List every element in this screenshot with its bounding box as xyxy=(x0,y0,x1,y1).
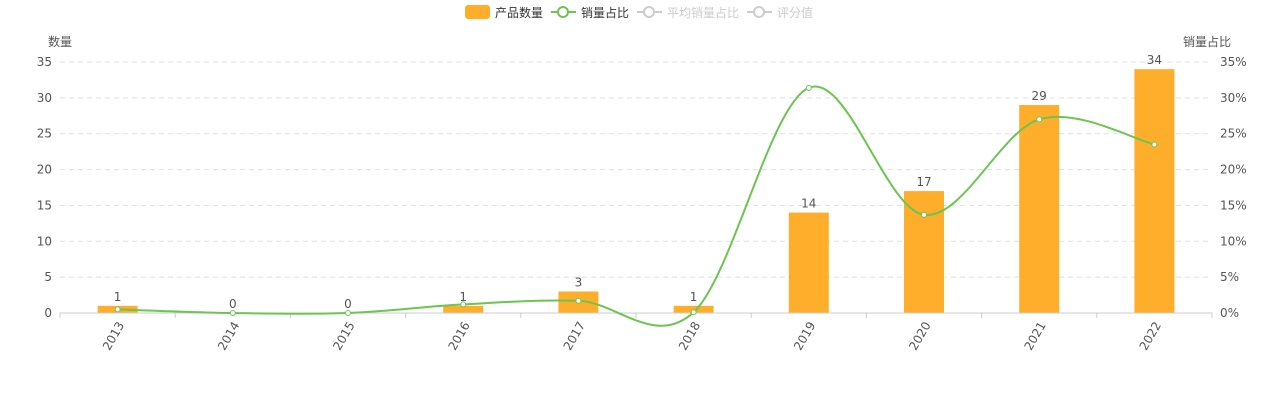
bar-data-label: 14 xyxy=(801,197,816,211)
legend-label: 平均销量占比 xyxy=(667,5,740,20)
y-left-axis-title: 数量 xyxy=(48,34,72,49)
legend-item-sales-share[interactable]: 销量占比 xyxy=(550,4,629,21)
grid-lines xyxy=(60,61,1212,278)
y-right-tick-label: 35% xyxy=(1220,55,1247,69)
y-right-tick-label: 0% xyxy=(1220,306,1239,320)
y-left-tick-label: 30 xyxy=(37,91,52,105)
line-swatch-icon xyxy=(637,5,662,19)
y-right-tick-label: 25% xyxy=(1220,127,1247,141)
y-left-tick-label: 25 xyxy=(37,127,52,141)
bar-series xyxy=(97,69,1175,314)
bar-data-label: 3 xyxy=(575,275,583,289)
x-tick-label: 2014 xyxy=(215,319,242,352)
sales-share-point xyxy=(114,306,121,313)
x-tick-label: 2018 xyxy=(676,319,703,352)
sales-share-point xyxy=(1036,116,1043,123)
y-right-tick-label: 5% xyxy=(1220,270,1239,284)
y-right-axis-title: 销量占比 xyxy=(1183,34,1231,49)
legend-label: 产品数量 xyxy=(494,5,543,20)
y-right-tick-label: 30% xyxy=(1220,91,1247,105)
sales-share-point xyxy=(921,211,927,218)
sales-share-line xyxy=(117,85,1155,327)
sales-share-point xyxy=(1151,141,1158,148)
chart-legend: 产品数量 销量占比 平均销量占比 评分值 xyxy=(0,3,1278,21)
x-tick-label: 2013 xyxy=(100,319,127,352)
line-swatch-icon xyxy=(550,5,576,19)
bar xyxy=(1134,69,1175,314)
bar-data-label: 1 xyxy=(459,290,467,304)
x-tick-label: 2020 xyxy=(906,319,933,352)
bar-data-label: 1 xyxy=(690,290,698,304)
y-left-tick-label: 20 xyxy=(37,163,52,177)
y-right-tick-label: 20% xyxy=(1220,163,1247,177)
y-left-tick-label: 10 xyxy=(37,234,52,248)
legend-label: 评分值 xyxy=(777,5,814,20)
x-tick-label: 2015 xyxy=(330,319,357,352)
sales-share-point xyxy=(805,84,812,91)
bar xyxy=(1019,105,1060,314)
bar-data-label: 1 xyxy=(114,290,122,304)
legend-item-avg-sales-share[interactable]: 平均销量占比 xyxy=(637,4,739,21)
bar-data-label: 0 xyxy=(229,297,237,311)
bar-data-label: 0 xyxy=(344,297,352,311)
bar xyxy=(443,305,484,313)
sales-share-point xyxy=(575,297,582,304)
sales-share-point xyxy=(229,310,236,316)
labels: 1 0 0 1 3 1 14 17 29 34 xyxy=(114,53,1162,311)
x-tick-label: 2017 xyxy=(561,319,588,352)
x-tick-label: 2021 xyxy=(1021,319,1048,352)
sales-share-point xyxy=(690,309,697,316)
x-tick-label: 2022 xyxy=(1137,319,1164,352)
y-left-tick-label: 0 xyxy=(44,306,52,320)
line-swatch-icon xyxy=(747,5,773,19)
bar xyxy=(904,191,944,313)
y-right-tick-label: 15% xyxy=(1220,198,1247,212)
legend-label: 销量占比 xyxy=(580,5,629,20)
x-tick-label: 2016 xyxy=(445,319,472,352)
axes: 0 0%5 5%10 10%15 15%20 20%25 25%30 30%35 35%数量 销量… xyxy=(37,34,1247,353)
y-right-tick-label: 10% xyxy=(1220,234,1247,248)
x-tick-label: 2019 xyxy=(791,319,818,352)
y-left-tick-label: 15 xyxy=(37,198,52,212)
bar-data-label: 29 xyxy=(1032,89,1047,103)
sales-share-point xyxy=(460,301,467,308)
bar-swatch-icon xyxy=(464,5,490,19)
y-left-tick-label: 35 xyxy=(37,55,52,69)
sales-share-point xyxy=(345,310,351,316)
legend-item-product-count[interactable]: 产品数量 xyxy=(464,4,543,21)
legend-item-rating[interactable]: 评分值 xyxy=(747,4,813,21)
line-series xyxy=(114,84,1158,327)
y-left-tick-label: 5 xyxy=(44,270,52,284)
bar-data-label: 34 xyxy=(1147,53,1162,67)
bar xyxy=(788,212,829,313)
bar-data-label: 17 xyxy=(916,175,931,189)
